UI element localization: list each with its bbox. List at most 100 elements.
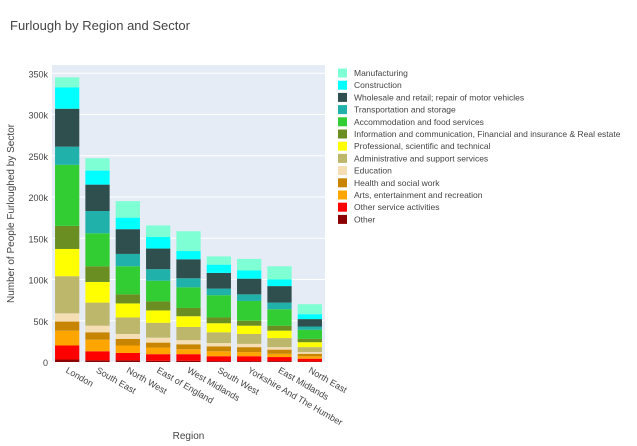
bar-segment[interactable] xyxy=(55,108,80,147)
bar-segment[interactable] xyxy=(55,248,80,277)
bar-segment[interactable] xyxy=(55,225,80,249)
bar-segment[interactable] xyxy=(297,342,322,348)
bar-segment[interactable] xyxy=(176,278,201,288)
bar-segment[interactable] xyxy=(206,346,231,352)
bar-segment[interactable] xyxy=(85,266,110,282)
bar-segment[interactable] xyxy=(267,361,292,362)
bar-segment[interactable] xyxy=(55,276,80,314)
bar-segment[interactable] xyxy=(115,266,140,295)
bar-segment[interactable] xyxy=(55,321,80,331)
bar-segment[interactable] xyxy=(297,358,322,362)
bar-segment[interactable] xyxy=(55,345,80,360)
bar-segment[interactable] xyxy=(237,356,262,362)
legend-item[interactable]: Accommodation and food services xyxy=(338,117,484,127)
bar-segment[interactable] xyxy=(176,349,201,355)
bar-segment[interactable] xyxy=(176,231,201,252)
bar-segment[interactable] xyxy=(176,360,201,362)
bar-segment[interactable] xyxy=(115,333,140,339)
bar-segment[interactable] xyxy=(267,279,292,287)
bar-segment[interactable] xyxy=(115,338,140,346)
bar-segment[interactable] xyxy=(237,361,262,362)
bar-segment[interactable] xyxy=(146,248,171,270)
bar-segment[interactable] xyxy=(85,233,110,267)
bar-segment[interactable] xyxy=(237,278,262,295)
bar-segment[interactable] xyxy=(85,184,110,212)
bar-segment[interactable] xyxy=(115,253,140,267)
bar-segment[interactable] xyxy=(297,329,322,339)
bar-segment[interactable] xyxy=(115,345,140,353)
bar-segment[interactable] xyxy=(267,353,292,358)
bar-segment[interactable] xyxy=(146,301,171,311)
bar-segment[interactable] xyxy=(115,352,140,361)
bar-segment[interactable] xyxy=(85,325,110,333)
bar-segment[interactable] xyxy=(237,258,262,271)
bar-segment[interactable] xyxy=(146,269,171,281)
bar-segment[interactable] xyxy=(176,259,201,279)
bar-segment[interactable] xyxy=(297,319,322,327)
bar-segment[interactable] xyxy=(115,303,140,318)
bar-segment[interactable] xyxy=(85,302,110,326)
bar-segment[interactable] xyxy=(115,317,140,334)
bar-segment[interactable] xyxy=(297,326,322,330)
bar-segment[interactable] xyxy=(237,343,262,348)
bar-segment[interactable] xyxy=(85,332,110,340)
bar-segment[interactable] xyxy=(146,310,171,323)
bar-segment[interactable] xyxy=(267,347,292,350)
bar-segment[interactable] xyxy=(85,360,110,362)
legend-item[interactable]: Professional, scientific and technical xyxy=(338,141,491,151)
bar-segment[interactable] xyxy=(176,344,201,350)
bar-segment[interactable] xyxy=(267,266,292,280)
bar-segment[interactable] xyxy=(206,356,231,362)
bar-segment[interactable] xyxy=(146,225,171,238)
bar-segment[interactable] xyxy=(55,330,80,346)
legend-item[interactable]: Information and communication, Financial… xyxy=(338,129,621,139)
bar-segment[interactable] xyxy=(267,309,292,326)
bar-segment[interactable] xyxy=(176,340,201,345)
bar-segment[interactable] xyxy=(115,217,140,230)
bar-segment[interactable] xyxy=(267,286,292,303)
legend-item[interactable]: Wholesale and retail; repair of motor ve… xyxy=(338,92,524,102)
bar-segment[interactable] xyxy=(115,294,140,304)
bar-segment[interactable] xyxy=(297,353,322,357)
bar-segment[interactable] xyxy=(206,317,231,324)
bar-segment[interactable] xyxy=(237,333,262,344)
bar-segment[interactable] xyxy=(237,352,262,357)
bar-segment[interactable] xyxy=(176,287,201,308)
bar-segment[interactable] xyxy=(146,337,171,343)
legend-item[interactable]: Manufacturing xyxy=(338,68,408,78)
bar-segment[interactable] xyxy=(176,354,201,361)
bar-segment[interactable] xyxy=(146,280,171,302)
bar-segment[interactable] xyxy=(267,357,292,362)
bar-segment[interactable] xyxy=(115,360,140,362)
bar-segment[interactable] xyxy=(237,270,262,279)
bar-segment[interactable] xyxy=(146,237,171,249)
bar-segment[interactable] xyxy=(55,164,80,226)
bar-segment[interactable] xyxy=(146,322,171,338)
bar-segment[interactable] xyxy=(55,146,80,165)
bar-segment[interactable] xyxy=(146,360,171,362)
bar-segment[interactable] xyxy=(297,338,322,343)
bar-segment[interactable] xyxy=(206,256,231,265)
bar-segment[interactable] xyxy=(297,347,322,353)
bar-segment[interactable] xyxy=(146,347,171,355)
bar-segment[interactable] xyxy=(237,320,262,326)
bar-segment[interactable] xyxy=(297,304,322,315)
legend-item[interactable]: Transportation and storage xyxy=(338,105,456,115)
bar-segment[interactable] xyxy=(206,351,231,357)
bar-segment[interactable] xyxy=(237,294,262,301)
bar-segment[interactable] xyxy=(115,201,140,218)
bar-segment[interactable] xyxy=(206,288,231,296)
bar-segment[interactable] xyxy=(237,347,262,353)
bar-segment[interactable] xyxy=(267,302,292,310)
bar-segment[interactable] xyxy=(267,349,292,354)
bar-segment[interactable] xyxy=(85,281,110,303)
bar-segment[interactable] xyxy=(85,158,110,171)
legend-item[interactable]: Other service activities xyxy=(338,202,440,212)
legend-item[interactable]: Administrative and support services xyxy=(338,153,488,163)
bar-segment[interactable] xyxy=(267,325,292,331)
bar-segment[interactable] xyxy=(146,354,171,361)
bar-segment[interactable] xyxy=(85,170,110,185)
bar-segment[interactable] xyxy=(55,87,80,109)
bar-segment[interactable] xyxy=(206,323,231,333)
bar-segment[interactable] xyxy=(85,351,110,361)
